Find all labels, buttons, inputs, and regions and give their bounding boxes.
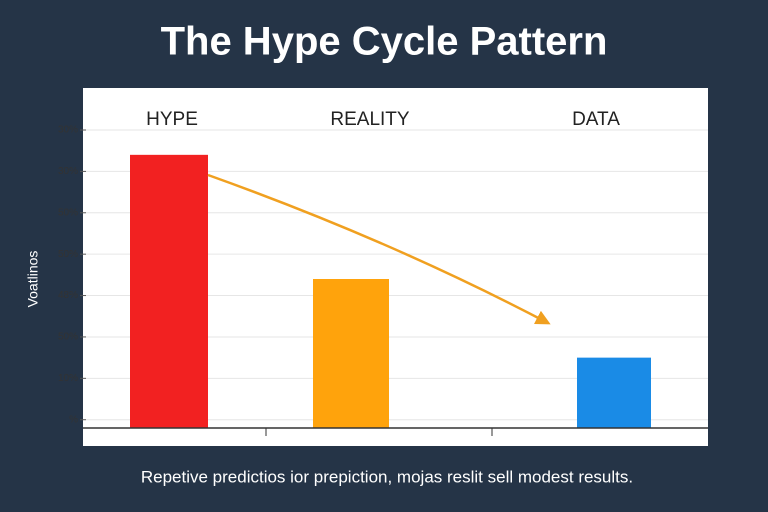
- trend-arrow: [207, 173, 551, 325]
- y-tick-label: 30%: [58, 166, 78, 177]
- y-tick-label: 48%: [58, 290, 78, 301]
- y-tick-label: 50%: [58, 332, 78, 343]
- y-tick-label: 10%: [58, 373, 78, 384]
- y-tick-label: 50%: [58, 207, 78, 218]
- y-tick-label: 30%: [58, 125, 78, 136]
- chart-title: The Hype Cycle Pattern: [161, 20, 608, 64]
- plot: % 10% 50% 48% 50% 50% 30% 30% HYPE REALITY DATA: [58, 109, 708, 429]
- caption: Repetive predictios ior prepiction, moja…: [141, 467, 633, 486]
- category-label: HYPE: [146, 109, 198, 130]
- bar: [313, 279, 389, 428]
- y-axis-label: Voatlinos: [25, 251, 41, 308]
- y-tick-label: 50%: [58, 249, 78, 260]
- category-label: DATA: [572, 109, 620, 130]
- bar: [577, 357, 651, 428]
- y-tick-label: %: [69, 414, 78, 425]
- category-label: REALITY: [330, 109, 410, 130]
- bar: [130, 154, 208, 429]
